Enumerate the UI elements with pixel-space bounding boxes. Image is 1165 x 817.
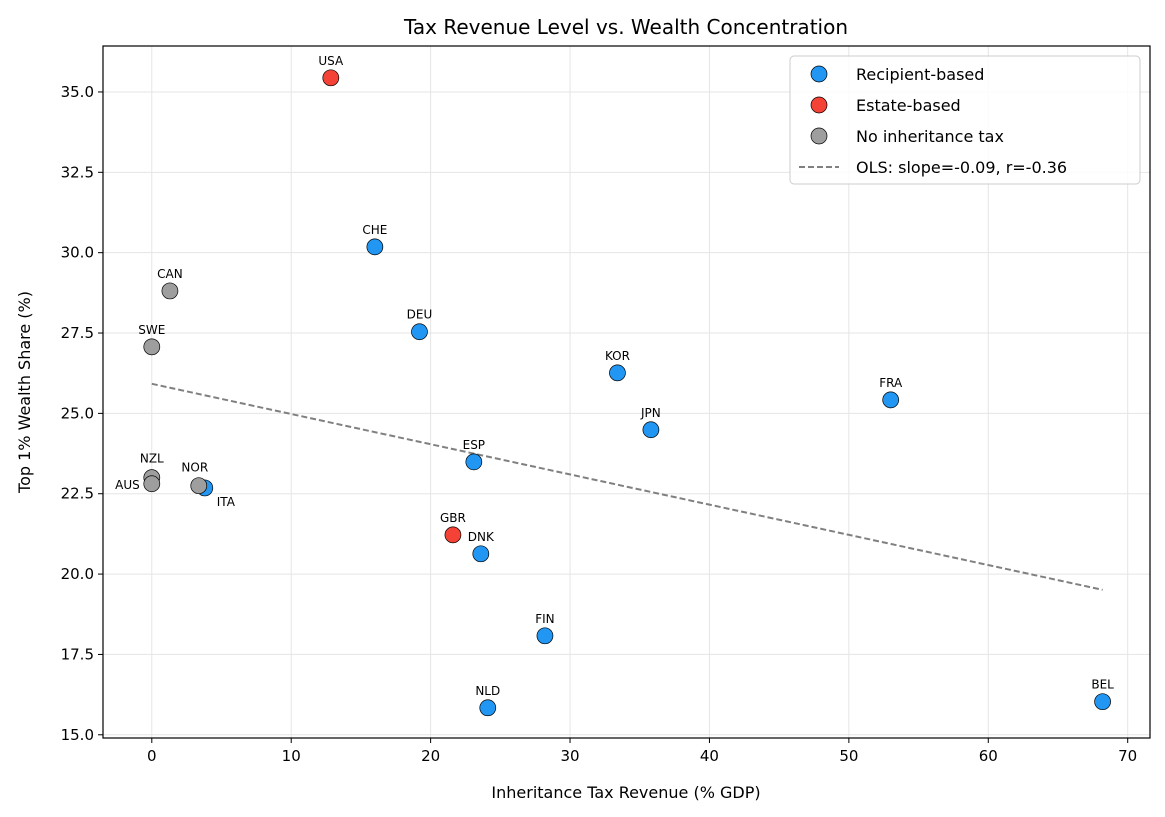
point-label: FIN [535,612,554,626]
point-label: ESP [463,438,485,452]
point-label: JPN [640,406,661,420]
point-label: CAN [157,267,183,281]
point-swe [143,338,161,356]
x-axis-label: Inheritance Tax Revenue (% GDP) [491,783,760,802]
point-nor [190,477,208,495]
point-label: USA [318,54,344,68]
point-can [161,282,179,300]
point-label: DNK [468,530,495,544]
point-fin [536,627,554,645]
legend-label: No inheritance tax [856,127,1004,146]
y-tick-label: 25.0 [61,404,94,422]
y-tick-label: 20.0 [61,565,94,583]
x-tick-label: 0 [147,747,157,765]
point-deu [411,323,428,341]
legend: Recipient-based Estate-based No inheritanc… [789,55,1141,185]
legend-marker [810,127,828,145]
ols-line [151,382,1103,591]
point-esp [465,453,483,471]
point-label: AUS [115,478,140,492]
point-usa [322,69,340,87]
point-label: DEU [407,308,433,322]
legend-marker [810,65,828,83]
point-gbr [444,526,462,544]
y-axis-label: Top 1% Wealth Share (%) [15,291,34,494]
point-bel [1094,693,1111,711]
legend-label: Recipient-based [856,65,984,84]
x-tick-label: 60 [979,747,998,765]
point-aus [143,475,161,493]
point-label: BEL [1091,678,1114,692]
y-tick-label: 32.5 [61,163,94,181]
y-tick-label: 15.0 [61,726,94,744]
point-kor [609,364,626,382]
point-che [366,238,384,256]
chart-title: Tax Revenue Level vs. Wealth Concentrati… [403,15,848,39]
point-label: FRA [879,376,903,390]
x-tick-label: 10 [282,747,301,765]
point-fra [882,391,900,409]
point-dnk [472,545,490,563]
point-jpn [642,421,660,439]
plot-frame [102,45,1151,739]
point-label: CHE [362,223,387,237]
legend-label: Estate-based [856,96,961,115]
y-tick-label: 27.5 [61,324,94,342]
y-tick-label: 22.5 [61,485,94,503]
legend-marker [810,96,828,114]
point-label: GBR [440,511,466,525]
point-nld [479,699,497,717]
point-label: NOR [181,461,208,475]
y-tick-label: 17.5 [61,645,94,663]
x-tick-label: 20 [421,747,440,765]
point-label: ITA [217,495,236,509]
x-tick-label: 40 [700,747,719,765]
x-tick-label: 70 [1118,747,1137,765]
point-label: NZL [140,452,164,466]
point-label: SWE [138,323,165,337]
x-tick-label: 30 [560,747,579,765]
point-label: KOR [605,349,630,363]
point-label: NLD [475,684,500,698]
y-tick-label: 35.0 [61,83,94,101]
legend-box [789,55,1141,185]
legend-label: OLS: slope=-0.09, r=-0.36 [856,158,1067,177]
x-tick-label: 50 [839,747,858,765]
y-tick-label: 30.0 [61,244,94,262]
